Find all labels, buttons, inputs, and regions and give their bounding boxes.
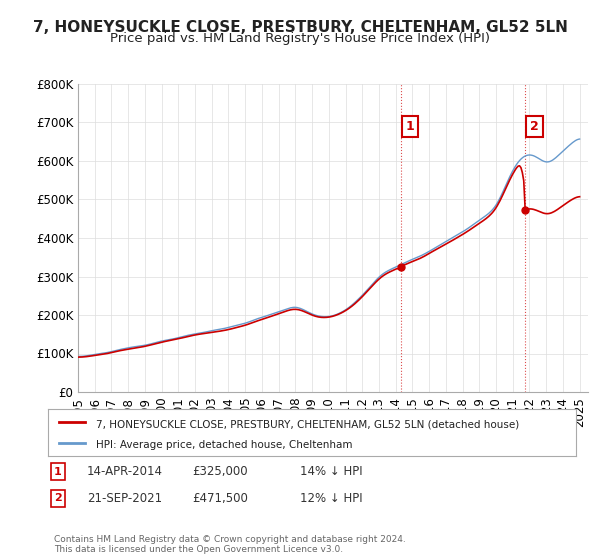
Text: 1: 1 bbox=[406, 120, 415, 133]
Text: 14% ↓ HPI: 14% ↓ HPI bbox=[300, 465, 362, 478]
Text: 2: 2 bbox=[54, 493, 62, 503]
Text: £325,000: £325,000 bbox=[192, 465, 248, 478]
Text: 7, HONEYSUCKLE CLOSE, PRESTBURY, CHELTENHAM, GL52 5LN (detached house): 7, HONEYSUCKLE CLOSE, PRESTBURY, CHELTEN… bbox=[95, 419, 519, 429]
Text: 7, HONEYSUCKLE CLOSE, PRESTBURY, CHELTENHAM, GL52 5LN: 7, HONEYSUCKLE CLOSE, PRESTBURY, CHELTEN… bbox=[32, 20, 568, 35]
Text: 1: 1 bbox=[54, 466, 62, 477]
Text: Contains HM Land Registry data © Crown copyright and database right 2024.
This d: Contains HM Land Registry data © Crown c… bbox=[54, 535, 406, 554]
Text: £471,500: £471,500 bbox=[192, 492, 248, 505]
Text: 14-APR-2014: 14-APR-2014 bbox=[87, 465, 163, 478]
Text: 12% ↓ HPI: 12% ↓ HPI bbox=[300, 492, 362, 505]
Text: Price paid vs. HM Land Registry's House Price Index (HPI): Price paid vs. HM Land Registry's House … bbox=[110, 32, 490, 45]
Text: 21-SEP-2021: 21-SEP-2021 bbox=[87, 492, 162, 505]
Text: 2: 2 bbox=[530, 120, 539, 133]
Text: HPI: Average price, detached house, Cheltenham: HPI: Average price, detached house, Chel… bbox=[95, 440, 352, 450]
